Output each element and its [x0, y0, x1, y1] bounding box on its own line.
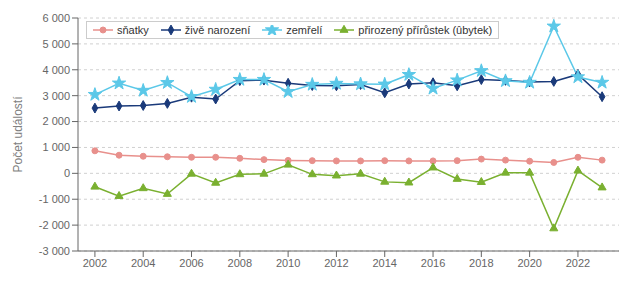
svg-text:2014: 2014 — [372, 257, 396, 269]
svg-text:Počet událostí: Počet událostí — [11, 96, 25, 173]
svg-text:2018: 2018 — [469, 257, 493, 269]
svg-text:2002: 2002 — [83, 257, 107, 269]
svg-text:0: 0 — [64, 167, 70, 179]
svg-text:2004: 2004 — [131, 257, 155, 269]
svg-text:4 000: 4 000 — [42, 64, 70, 76]
svg-text:1 000: 1 000 — [42, 141, 70, 153]
svg-text:5 000: 5 000 — [42, 38, 70, 50]
svg-text:3 000: 3 000 — [42, 90, 70, 102]
html-text:sňatky: sňatky — [117, 24, 149, 36]
svg-text:2020: 2020 — [517, 257, 541, 269]
html-text:zemřelí: zemřelí — [286, 24, 323, 36]
svg-text:2016: 2016 — [421, 257, 445, 269]
svg-text:2022: 2022 — [566, 257, 590, 269]
svg-text:2008: 2008 — [228, 257, 252, 269]
svg-text:2010: 2010 — [276, 257, 300, 269]
html-text:přirozený přírůstek (ûbytek): přirozený přírůstek (ûbytek) — [358, 24, 493, 36]
svg-text:-2 000: -2 000 — [39, 219, 70, 231]
svg-text:2012: 2012 — [324, 257, 348, 269]
svg-text:6 000: 6 000 — [42, 12, 70, 24]
svg-text:2006: 2006 — [179, 257, 203, 269]
html-text:živě narození: živě narození — [184, 24, 251, 36]
svg-text:2 000: 2 000 — [42, 115, 70, 127]
svg-text:-1 000: -1 000 — [39, 193, 70, 205]
svg-text:-3 000: -3 000 — [39, 245, 70, 257]
